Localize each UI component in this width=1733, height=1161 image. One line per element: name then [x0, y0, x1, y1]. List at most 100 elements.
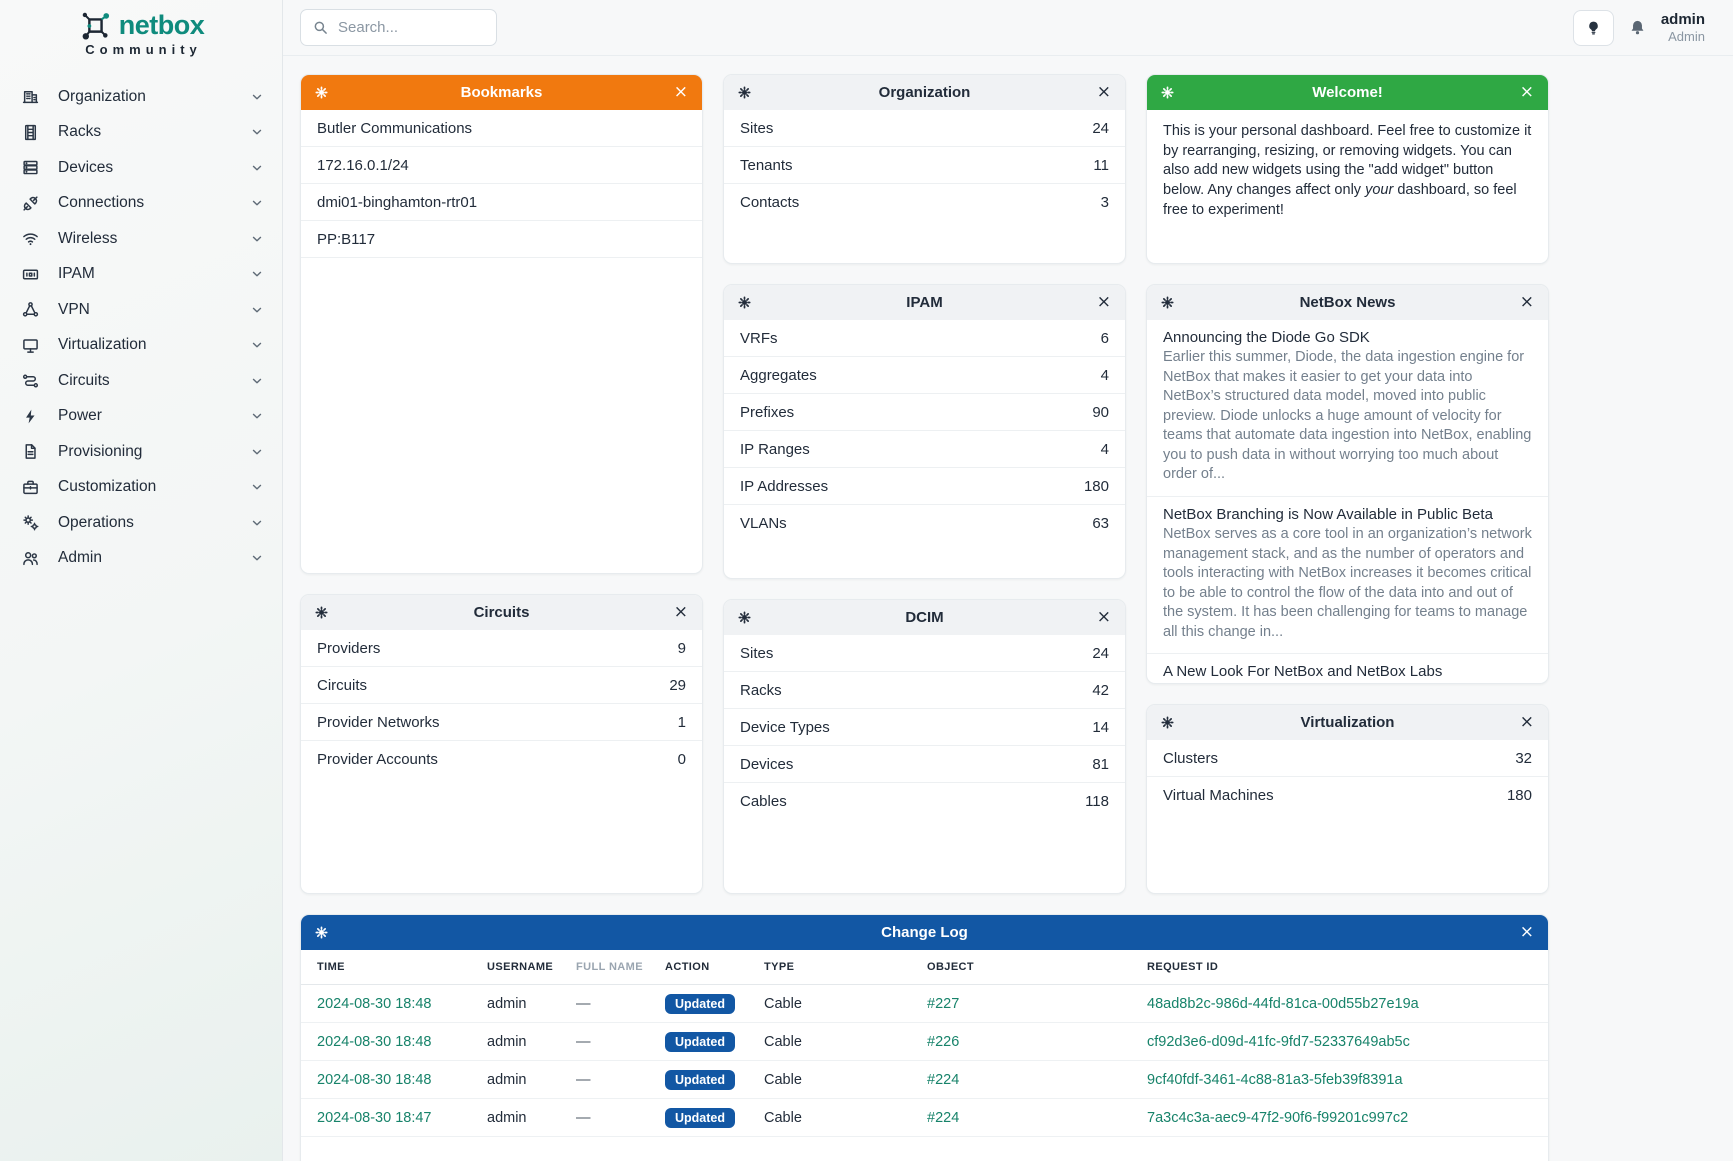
- news-item-title[interactable]: Announcing the Diode Go SDK: [1163, 329, 1370, 346]
- widget-config-button[interactable]: [312, 83, 331, 102]
- changelog-time-link[interactable]: 2024-08-30 18:48: [317, 1033, 432, 1050]
- sidebar-item-power[interactable]: Power: [0, 399, 282, 435]
- news-item-title[interactable]: NetBox Branching is Now Available in Pub…: [1163, 505, 1493, 523]
- sidebar-item-wireless[interactable]: Wireless: [0, 221, 282, 257]
- sidebar-item-label: Connections: [58, 194, 145, 212]
- changelog-time-link[interactable]: 2024-08-30 18:47: [317, 1109, 432, 1126]
- widget-close-button[interactable]: ×: [1094, 606, 1114, 629]
- search-input[interactable]: [338, 19, 484, 36]
- stat-row[interactable]: Racks 42: [724, 672, 1125, 709]
- sidebar-item-operations[interactable]: Operations: [0, 505, 282, 541]
- sidebar-item-provisioning[interactable]: Provisioning: [0, 434, 282, 470]
- notifications-button[interactable]: [1629, 19, 1646, 36]
- sidebar-item-admin[interactable]: Admin: [0, 541, 282, 577]
- widget-close-button[interactable]: ×: [1517, 711, 1537, 734]
- bookmark-link[interactable]: dmi01-binghamton-rtr01: [301, 184, 702, 221]
- stat-row[interactable]: Sites 24: [724, 635, 1125, 672]
- changelog-column-header[interactable]: REQUEST ID: [1147, 961, 1219, 973]
- stat-row[interactable]: Devices 81: [724, 746, 1125, 783]
- changelog-object-link[interactable]: #226: [927, 1033, 960, 1050]
- stat-row[interactable]: Circuits 29: [301, 667, 702, 704]
- stat-value: 180: [1506, 787, 1532, 804]
- changelog-column-header[interactable]: TIME: [317, 961, 345, 973]
- widget-config-button[interactable]: [735, 293, 754, 312]
- changelog-request-id-link[interactable]: 7a3c4c3a-aec9-47f2-90f6-f99201c997c2: [1147, 1109, 1409, 1126]
- search-box[interactable]: [300, 9, 497, 46]
- stat-value: 3: [1100, 194, 1109, 211]
- dcim-widget: DCIM × Sites 24 Racks 42 Device Types 14 Devic…: [723, 599, 1126, 894]
- brand-home-link[interactable]: netbox Community: [0, 0, 282, 63]
- changelog-object-link[interactable]: #224: [927, 1071, 960, 1088]
- widget-close-button[interactable]: ×: [1094, 81, 1114, 104]
- sidebar-item-organization[interactable]: Organization: [0, 79, 282, 115]
- stat-row[interactable]: Sites 24: [724, 110, 1125, 147]
- widget-config-button[interactable]: [1158, 713, 1177, 732]
- stat-row[interactable]: Tenants 11: [724, 147, 1125, 184]
- stat-row[interactable]: Contacts 3: [724, 184, 1125, 221]
- widget-config-button[interactable]: [312, 923, 331, 942]
- sidebar-item-racks[interactable]: Racks: [0, 115, 282, 151]
- sidebar-item-ipam[interactable]: IPAM: [0, 257, 282, 293]
- widget-close-button[interactable]: ×: [671, 81, 691, 104]
- changelog-column-header[interactable]: USERNAME: [487, 961, 554, 973]
- bookmark-link[interactable]: 172.16.0.1/24: [301, 147, 702, 184]
- stat-row[interactable]: VLANs 63: [724, 505, 1125, 542]
- changelog-object-link[interactable]: #224: [927, 1109, 960, 1126]
- stat-row[interactable]: Providers 9: [301, 630, 702, 667]
- changelog-action-badge: Updated: [665, 1031, 735, 1052]
- widget-config-button[interactable]: [1158, 293, 1177, 312]
- chevron-down-icon: [250, 90, 264, 104]
- sidebar-item-label: Virtualization: [58, 336, 147, 354]
- stat-value: 14: [1092, 718, 1109, 736]
- widget-close-button[interactable]: ×: [1517, 921, 1537, 944]
- changelog-column-header[interactable]: FULL NAME: [576, 961, 643, 973]
- stat-row[interactable]: Provider Networks 1: [301, 704, 702, 741]
- widget-close-button[interactable]: ×: [1517, 81, 1537, 104]
- stat-row[interactable]: IP Ranges 4: [724, 431, 1125, 468]
- user-role: Admin: [1668, 28, 1705, 44]
- changelog-column-header[interactable]: TYPE: [764, 961, 795, 973]
- stat-value: 29: [669, 676, 686, 694]
- changelog-object-link[interactable]: #227: [927, 995, 960, 1012]
- widget-close-button[interactable]: ×: [671, 601, 691, 624]
- sidebar-item-devices[interactable]: Devices: [0, 150, 282, 186]
- changelog-request-id-link[interactable]: cf92d3e6-d09d-41fc-9fd7-52337649ab5c: [1147, 1033, 1410, 1050]
- changelog-column-header[interactable]: ACTION: [665, 961, 710, 973]
- sidebar-item-vpn[interactable]: VPN: [0, 292, 282, 328]
- stat-row[interactable]: Virtual Machines 180: [1147, 777, 1548, 814]
- widget-config-button[interactable]: [1158, 83, 1177, 102]
- stat-label: Prefixes: [740, 403, 795, 421]
- widget-close-button[interactable]: ×: [1094, 291, 1114, 314]
- changelog-time-link[interactable]: 2024-08-30 18:48: [317, 1071, 432, 1088]
- sidebar-item-circuits[interactable]: Circuits: [0, 363, 282, 399]
- user-menu[interactable]: admin Admin: [1661, 11, 1705, 44]
- dcim-widget-header: DCIM ×: [724, 600, 1125, 635]
- sidebar-item-connections[interactable]: Connections: [0, 186, 282, 222]
- stat-row[interactable]: Clusters 32: [1147, 740, 1548, 777]
- sidebar-item-customization[interactable]: Customization: [0, 470, 282, 506]
- dashboard-content: Bookmarks × Butler Communications 172.16.…: [283, 56, 1733, 1161]
- stat-row[interactable]: Provider Accounts 0: [301, 741, 702, 778]
- changelog-request-id-link[interactable]: 48ad8b2c-986d-44fd-81ca-00d55b27e19a: [1147, 995, 1419, 1012]
- changelog-row: 2024-08-30 18:48 admin — Updated Cable #226 cf…: [301, 1023, 1548, 1061]
- stat-row[interactable]: Aggregates 4: [724, 357, 1125, 394]
- widget-close-button[interactable]: ×: [1517, 291, 1537, 314]
- stat-row[interactable]: VRFs 6: [724, 320, 1125, 357]
- changelog-column-header[interactable]: OBJECT: [927, 961, 975, 973]
- bookmark-link[interactable]: Butler Communications: [301, 110, 702, 147]
- sidebar-item-virtualization[interactable]: Virtualization: [0, 328, 282, 364]
- news-item-title[interactable]: A New Look For NetBox and NetBox Labs: [1163, 663, 1443, 681]
- news-item: NetBox Branching is Now Available in Pub…: [1147, 497, 1548, 655]
- bookmark-link[interactable]: PP:B117: [301, 221, 702, 258]
- stat-row[interactable]: Device Types 14: [724, 709, 1125, 746]
- stat-row[interactable]: Cables 118: [724, 783, 1125, 820]
- stat-row[interactable]: Prefixes 90: [724, 394, 1125, 431]
- changelog-time-link[interactable]: 2024-08-30 18:48: [317, 995, 432, 1012]
- widget-config-button[interactable]: [312, 603, 331, 622]
- widget-config-button[interactable]: [735, 608, 754, 627]
- theme-toggle-button[interactable]: [1572, 9, 1614, 46]
- changelog-request-id-link[interactable]: 9cf40fdf-3461-4c88-81a3-5feb39f8391a: [1147, 1071, 1403, 1088]
- chevron-down-icon: [250, 232, 264, 246]
- widget-config-button[interactable]: [735, 83, 754, 102]
- stat-row[interactable]: IP Addresses 180: [724, 468, 1125, 505]
